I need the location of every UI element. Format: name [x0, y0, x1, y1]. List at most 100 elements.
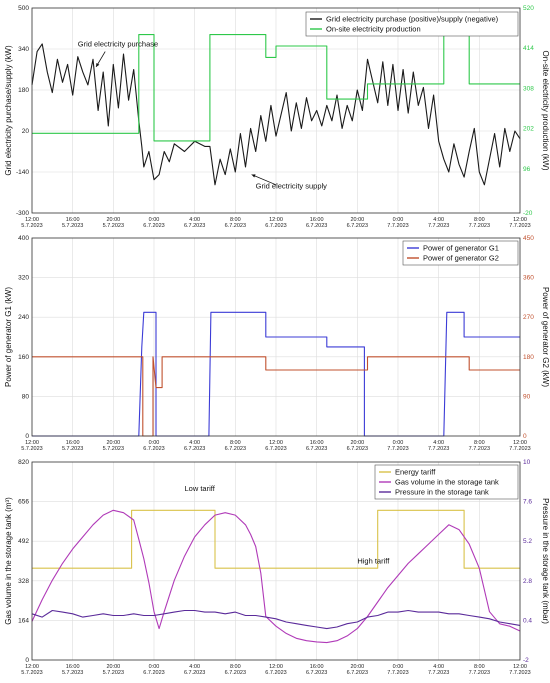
- y-tick-label: 340: [18, 46, 29, 53]
- x-tick-date: 7.7.2023: [509, 446, 530, 452]
- y-axis-label: Grid electricity purchase/supply (kW): [4, 45, 13, 176]
- arrow-supply-head: [251, 174, 256, 178]
- x-tick-date: 7.7.2023: [428, 670, 449, 676]
- x-tick-date: 6.7.2023: [143, 223, 164, 229]
- x-tick-time: 8:00: [474, 440, 485, 446]
- arrow-purchase-head: [96, 62, 100, 67]
- series-line-3-3: [31, 609, 521, 630]
- x-tick-date: 6.7.2023: [306, 223, 327, 229]
- y2-tick-label: 5.2: [523, 538, 532, 545]
- chart-panel-3: 12:005.7.202316:005.7.202320:005.7.20230…: [4, 459, 550, 676]
- y2-axis-label: On-site electricity production (kW): [541, 50, 550, 170]
- x-tick-date: 6.7.2023: [347, 446, 368, 452]
- x-tick-date: 7.7.2023: [469, 223, 490, 229]
- x-tick-date: 6.7.2023: [143, 446, 164, 452]
- y2-axis-label: Power of generator G2 (kW): [541, 287, 550, 387]
- x-tick-date: 5.7.2023: [103, 670, 124, 676]
- y-tick-label: -300: [16, 210, 29, 217]
- y2-tick-label: 360: [523, 275, 534, 282]
- x-tick-time: 4:00: [189, 664, 200, 670]
- legend-entry: Power of generator G2: [423, 254, 499, 263]
- plot-frame: [31, 461, 521, 661]
- y2-tick-label: 308: [523, 85, 534, 92]
- x-tick-time: 4:00: [189, 217, 200, 223]
- x-tick-time: 20:00: [350, 440, 364, 446]
- series-line-1-2: [32, 34, 520, 142]
- y2-tick-label: 180: [523, 354, 534, 361]
- x-tick-date: 6.7.2023: [184, 446, 205, 452]
- x-tick-time: 0:00: [149, 440, 160, 446]
- y-tick-label: 320: [18, 275, 29, 282]
- y2-tick-label: 520: [523, 5, 534, 12]
- x-tick-date: 5.7.2023: [21, 446, 42, 452]
- x-tick-date: 6.7.2023: [306, 670, 327, 676]
- x-tick-date: 6.7.2023: [265, 446, 286, 452]
- y2-tick-label: 0.4: [523, 617, 532, 624]
- legend-entry: Pressure in the storage tank: [395, 488, 489, 497]
- x-tick-date: 7.7.2023: [387, 670, 408, 676]
- y-tick-label: 328: [18, 578, 29, 585]
- x-tick-time: 0:00: [393, 664, 404, 670]
- y-tick-label: 0: [25, 657, 29, 664]
- y2-tick-label: 90: [523, 393, 531, 400]
- x-tick-time: 12:00: [25, 440, 39, 446]
- x-tick-date: 6.7.2023: [347, 670, 368, 676]
- arrow-supply: [251, 174, 277, 186]
- y-tick-label: 20: [22, 128, 30, 135]
- x-tick-time: 4:00: [433, 217, 444, 223]
- x-tick-date: 5.7.2023: [21, 670, 42, 676]
- y2-tick-label: 202: [523, 126, 534, 133]
- x-tick-time: 0:00: [149, 217, 160, 223]
- y2-tick-label: -20: [523, 210, 533, 217]
- legend-entry: On-site electricity production: [326, 25, 421, 34]
- x-tick-date: 7.7.2023: [387, 223, 408, 229]
- x-tick-time: 8:00: [474, 217, 485, 223]
- x-tick-time: 8:00: [230, 217, 241, 223]
- x-tick-time: 12:00: [25, 664, 39, 670]
- annotation-1-2: Grid electricity supply: [256, 182, 328, 191]
- chart-panel-2: 12:005.7.202316:005.7.202320:005.7.20230…: [4, 235, 550, 452]
- y2-tick-label: 96: [523, 166, 531, 173]
- annotation-arrows: [95, 51, 277, 186]
- y-tick-label: 164: [18, 617, 29, 624]
- series-line-1-1: [31, 43, 521, 186]
- x-tick-time: 20:00: [106, 217, 120, 223]
- legend-box: [374, 464, 519, 500]
- y2-tick-label: 270: [523, 314, 534, 321]
- x-tick-time: 16:00: [66, 217, 80, 223]
- x-tick-date: 5.7.2023: [62, 223, 83, 229]
- x-tick-date: 7.7.2023: [469, 670, 490, 676]
- y-tick-label: 0: [25, 433, 29, 440]
- chart-panel-1: 12:005.7.202316:005.7.202320:005.7.20230…: [4, 5, 550, 229]
- x-tick-date: 5.7.2023: [103, 223, 124, 229]
- plot-frame: [31, 237, 521, 437]
- y2-tick-label: 414: [523, 45, 534, 52]
- y-tick-label: 656: [18, 499, 29, 506]
- y-tick-label: -140: [16, 169, 29, 176]
- y-tick-label: 820: [18, 459, 29, 466]
- x-tick-time: 12:00: [269, 217, 283, 223]
- x-tick-time: 16:00: [66, 664, 80, 670]
- x-tick-time: 0:00: [149, 664, 160, 670]
- y-tick-label: 160: [18, 354, 29, 361]
- x-tick-date: 5.7.2023: [62, 670, 83, 676]
- x-tick-time: 12:00: [513, 664, 527, 670]
- legend-box: [402, 240, 519, 266]
- y2-tick-label: 2.8: [523, 578, 532, 585]
- legend-entry: Grid electricity purchase (positive)/sup…: [326, 15, 499, 24]
- annotation-3-1: Low tariff: [185, 484, 216, 493]
- x-tick-time: 4:00: [189, 440, 200, 446]
- x-tick-date: 6.7.2023: [225, 223, 246, 229]
- x-tick-date: 6.7.2023: [143, 670, 164, 676]
- series-line-3-2: [31, 509, 521, 644]
- x-tick-time: 16:00: [310, 664, 324, 670]
- y-axis-label: Gas volume in the storage tank (m³): [4, 497, 13, 625]
- legend: Grid electricity purchase (positive)/sup…: [305, 11, 519, 37]
- y-tick-label: 500: [18, 5, 29, 12]
- x-tick-time: 8:00: [474, 664, 485, 670]
- x-tick-date: 6.7.2023: [306, 446, 327, 452]
